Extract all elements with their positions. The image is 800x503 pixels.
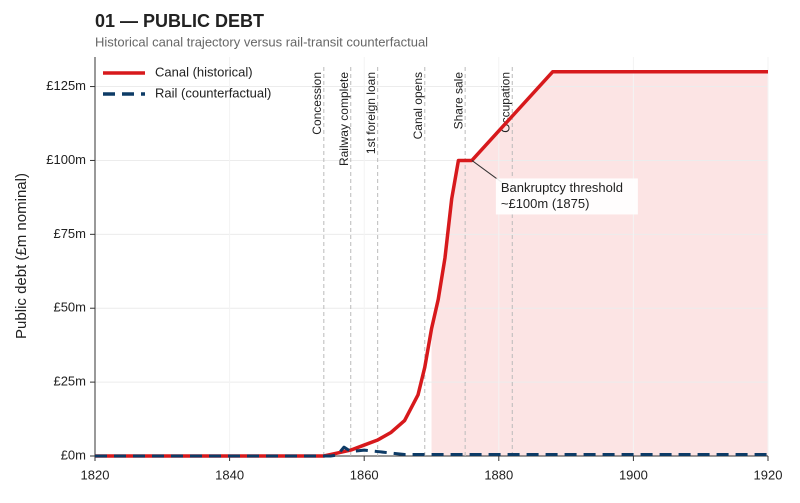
event-label: Share sale: [451, 72, 465, 130]
y-tick-label: £0m: [61, 447, 86, 462]
chart-subtitle: Historical canal trajectory versus rail-…: [95, 34, 428, 49]
x-tick-label: 1880: [484, 467, 513, 482]
event-label: 1st foreign loan: [364, 72, 378, 154]
x-tick-label: 1900: [619, 467, 648, 482]
chart-title: 01 — PUBLIC DEBT: [95, 11, 264, 31]
y-tick-label: £25m: [53, 374, 86, 389]
x-tick-label: 1820: [81, 467, 110, 482]
x-tick-label: 1840: [215, 467, 244, 482]
annotation-text: ~£100m (1875): [501, 196, 590, 211]
y-tick-label: £100m: [46, 152, 86, 167]
x-tick-label: 1920: [754, 467, 783, 482]
series-line: [95, 445, 768, 458]
annotation-box: [495, 178, 638, 215]
event-label: Canal opens: [411, 72, 425, 139]
y-tick-label: £50m: [53, 300, 86, 315]
legend-label: Rail (counterfactual): [155, 85, 271, 100]
y-tick-label: £75m: [53, 226, 86, 241]
x-tick-label: 1860: [350, 467, 379, 482]
y-tick-label: £125m: [46, 78, 86, 93]
y-axis-label: Public debt (£m nominal): [13, 173, 30, 339]
event-label: Railway complete: [337, 72, 351, 166]
event-label: Concession: [310, 72, 324, 135]
annotation-text: Bankruptcy threshold: [501, 180, 623, 195]
shaded-region: [431, 71, 768, 457]
legend-label: Canal (historical): [155, 64, 253, 79]
